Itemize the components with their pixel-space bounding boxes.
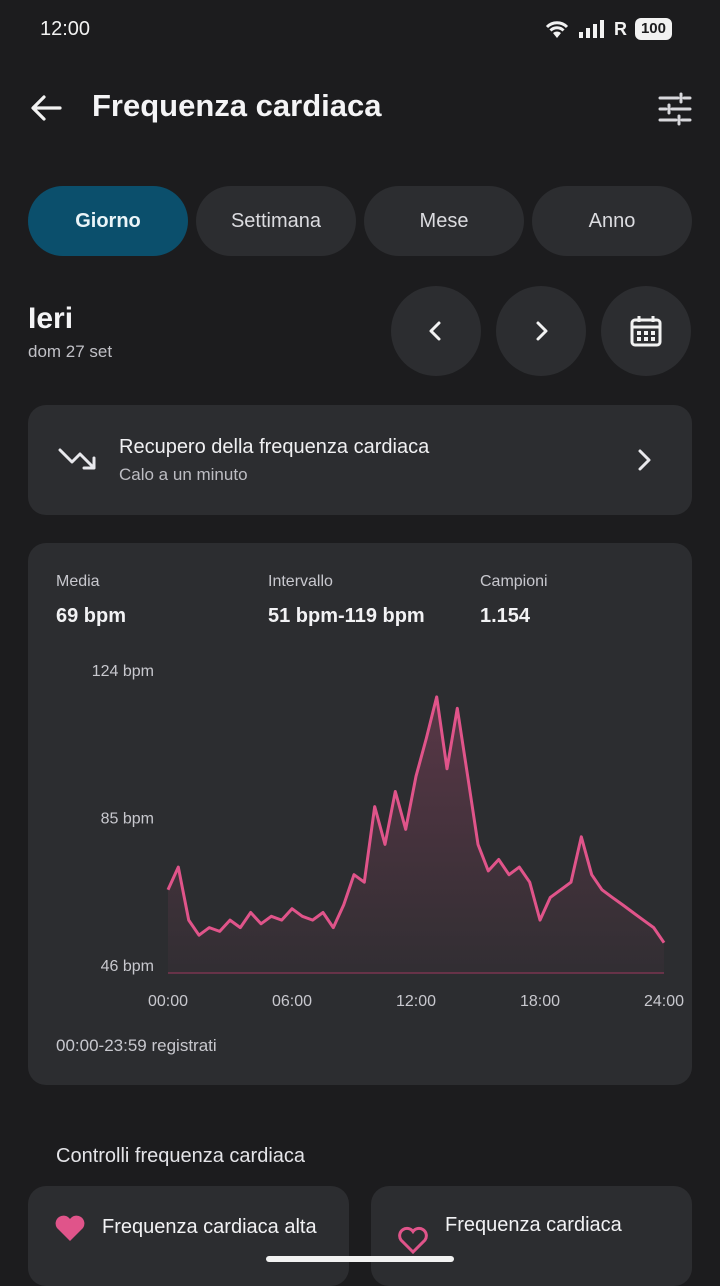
- heart-rate-line: [166, 695, 666, 944]
- high-hr-check-card[interactable]: Frequenza cardiaca alta: [28, 1186, 349, 1286]
- tab-week[interactable]: Settimana: [196, 186, 356, 256]
- high-hr-check-label: Frequenza cardiaca alta: [102, 1216, 317, 1238]
- tab-year[interactable]: Anno: [532, 186, 692, 256]
- period-tabs: Giorno Settimana Mese Anno: [28, 186, 692, 256]
- recovery-subtitle: Calo a un minuto: [119, 465, 248, 484]
- x-axis-label: 18:00: [520, 993, 560, 1010]
- previous-day-button[interactable]: [391, 286, 481, 376]
- status-time: 12:00: [40, 18, 91, 40]
- heart-outline-icon: [398, 1226, 428, 1254]
- recovery-title: Recupero della frequenza cardiaca: [119, 436, 430, 458]
- signal-icon: [578, 20, 604, 38]
- status-icons: R 100: [544, 18, 672, 40]
- hr-check-label: Frequenza cardiaca: [445, 1214, 622, 1236]
- average-value: 69 bpm: [56, 605, 127, 627]
- filter-settings-icon[interactable]: [658, 92, 692, 126]
- home-indicator[interactable]: [266, 1256, 454, 1262]
- x-axis-label: 24:00: [644, 993, 684, 1010]
- checks-section-title: Controlli frequenza cardiaca: [56, 1145, 306, 1167]
- page-title: Frequenza cardiaca: [92, 88, 382, 123]
- battery-icon: 100: [634, 18, 672, 40]
- y-axis-label: 124 bpm: [92, 663, 154, 680]
- y-axis-label: 85 bpm: [101, 811, 154, 828]
- recorded-range-note: 00:00-23:59 registrati: [56, 1036, 217, 1055]
- next-day-button[interactable]: [496, 286, 586, 376]
- average-label: Media: [56, 573, 100, 590]
- network-type-label: R: [613, 18, 627, 39]
- heart-rate-chart: 124 bpm 85 bpm 46 bpm 00:00 06:00 12:00 18:00…: [92, 663, 684, 1010]
- date-subtitle: dom 27 set: [28, 342, 113, 361]
- wifi-icon: [545, 21, 569, 38]
- tab-month[interactable]: Mese: [364, 186, 524, 256]
- range-value: 51 bpm-119 bpm: [268, 605, 425, 627]
- x-axis-label: 00:00: [148, 993, 188, 1010]
- chevron-left-icon: [429, 321, 441, 341]
- trending-down-icon: [58, 448, 96, 470]
- calendar-button[interactable]: [601, 286, 691, 376]
- heart-filled-icon: [55, 1215, 85, 1241]
- x-axis-label: 12:00: [396, 993, 436, 1010]
- heart-rate-stats-card: [28, 543, 692, 1085]
- hr-recovery-card[interactable]: [28, 405, 692, 515]
- back-arrow-icon[interactable]: [28, 90, 64, 126]
- date-title: Ieri: [28, 302, 74, 335]
- samples-label: Campioni: [480, 573, 548, 590]
- x-axis-label: 06:00: [272, 993, 312, 1010]
- y-axis-label: 46 bpm: [101, 958, 154, 975]
- heart-rate-area: [168, 696, 664, 973]
- hr-check-card[interactable]: Frequenza cardiaca: [371, 1186, 692, 1286]
- range-label: Intervallo: [268, 573, 333, 590]
- calendar-icon: [630, 316, 662, 347]
- tab-day[interactable]: Giorno: [28, 186, 188, 256]
- samples-value: 1.154: [480, 605, 531, 627]
- chevron-right-icon: [536, 321, 548, 341]
- chevron-right-icon: [638, 449, 651, 471]
